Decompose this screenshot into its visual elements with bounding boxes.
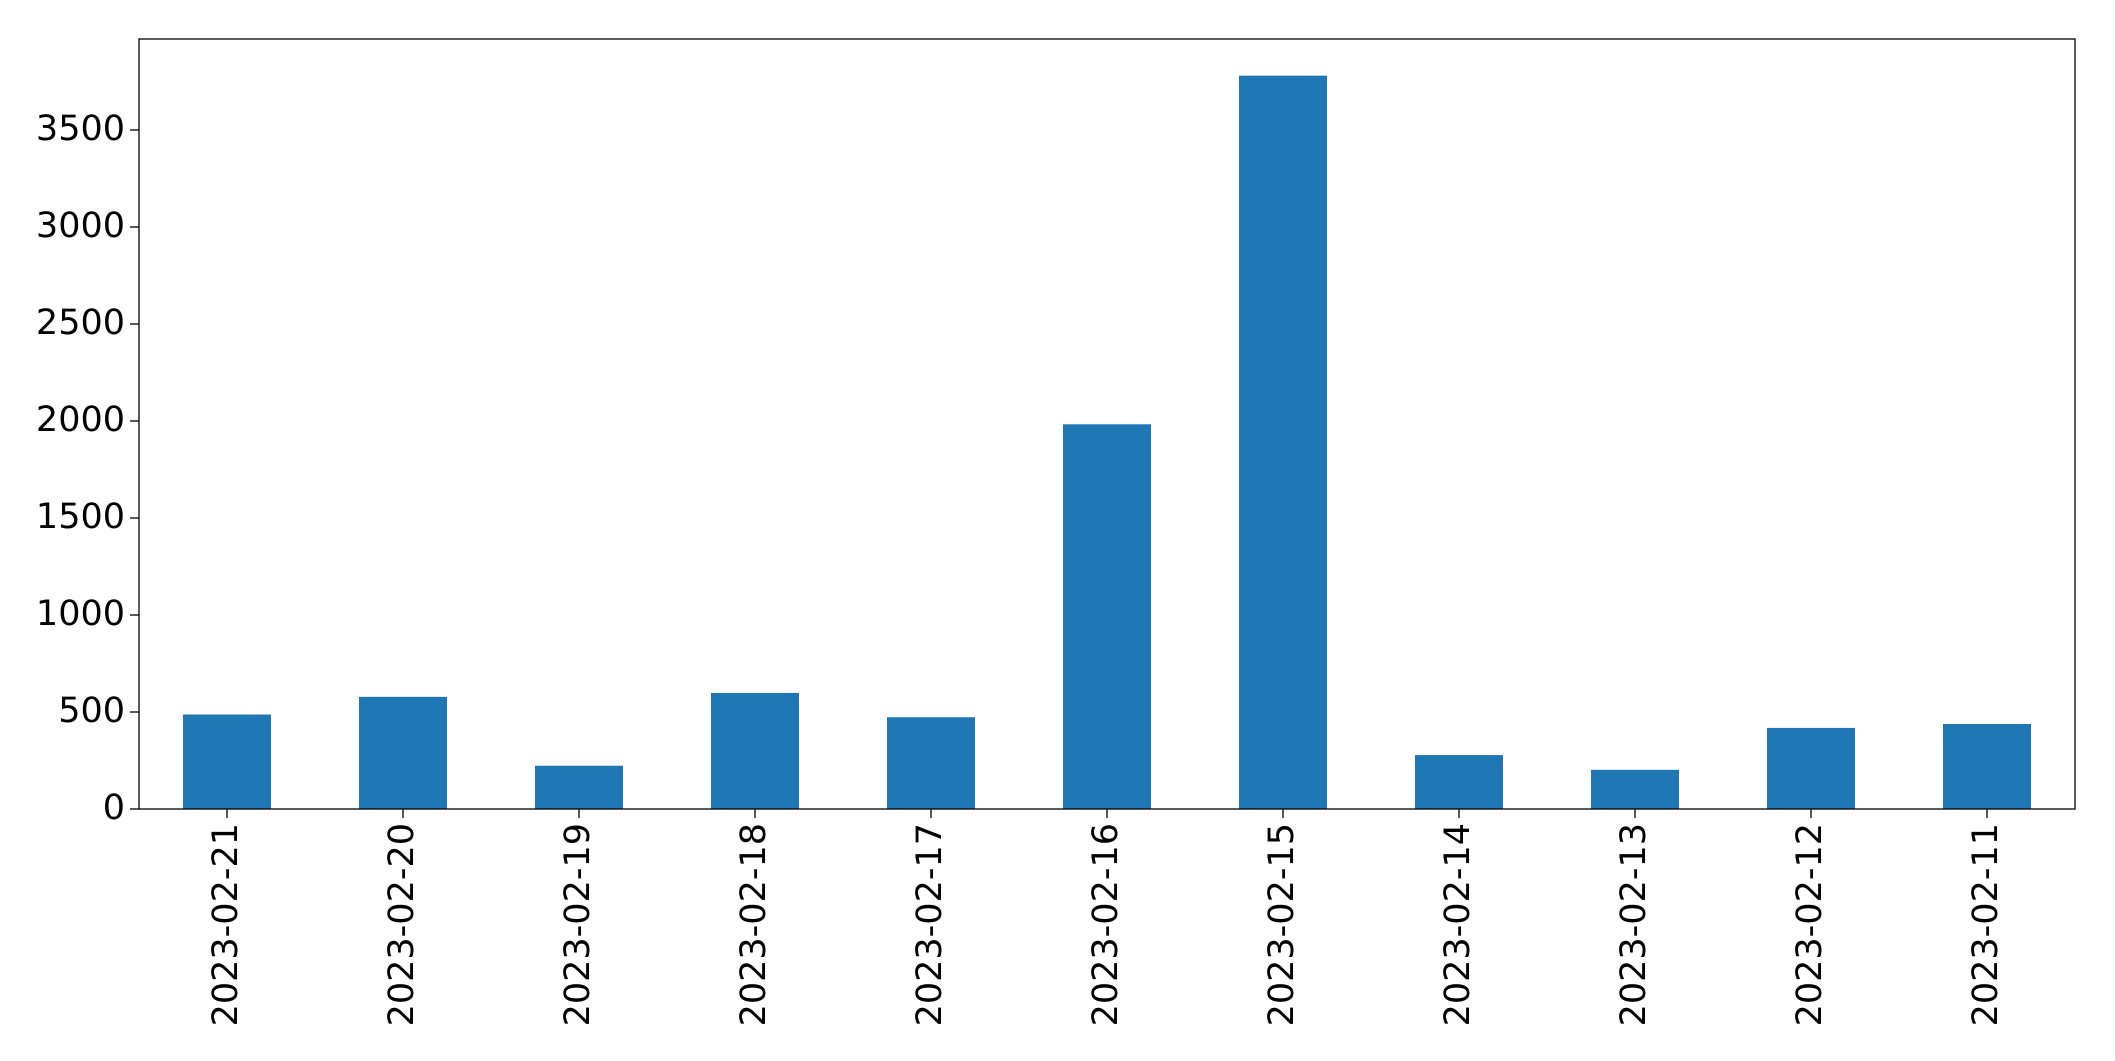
x-tick-label: 2023-02-11 <box>1966 823 2006 1026</box>
y-tick-label: 1500 <box>36 497 125 537</box>
x-tick-label: 2023-02-18 <box>734 823 774 1026</box>
y-tick-label: 3000 <box>36 206 125 246</box>
bar <box>535 765 623 809</box>
y-tick-label: 0 <box>103 788 125 828</box>
bar <box>183 714 271 809</box>
bar <box>1591 769 1679 809</box>
x-tick-label: 2023-02-14 <box>1438 823 1478 1026</box>
y-tick-label: 2000 <box>36 400 125 440</box>
x-tick-label: 2023-02-15 <box>1262 823 1302 1026</box>
bar <box>1767 727 1855 809</box>
bar <box>1415 755 1503 809</box>
x-tick-label: 2023-02-21 <box>206 823 246 1026</box>
x-tick-label: 2023-02-12 <box>1790 823 1830 1026</box>
bar <box>711 692 799 809</box>
x-tick-label: 2023-02-19 <box>558 823 598 1026</box>
x-tick-label: 2023-02-17 <box>910 823 950 1026</box>
y-tick-label: 2500 <box>36 303 125 343</box>
bar <box>1063 424 1151 809</box>
y-tick-label: 500 <box>58 691 125 731</box>
bar <box>887 717 975 809</box>
plot-frame <box>138 38 2076 810</box>
bar <box>1239 75 1327 809</box>
y-tick-label: 3500 <box>36 109 125 149</box>
bar <box>1943 724 2031 809</box>
x-tick-label: 2023-02-20 <box>382 823 422 1026</box>
x-tick-label: 2023-02-16 <box>1086 823 1126 1026</box>
x-tick-label: 2023-02-13 <box>1614 823 1654 1026</box>
bar <box>359 696 447 809</box>
y-tick-label: 1000 <box>36 594 125 634</box>
